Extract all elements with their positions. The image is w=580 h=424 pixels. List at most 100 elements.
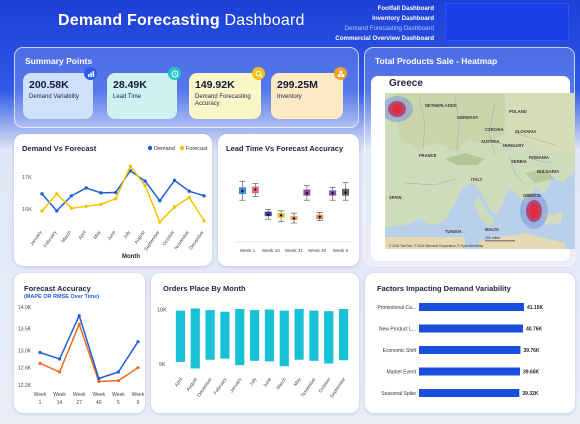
x-tick-label: August xyxy=(185,376,199,392)
bar xyxy=(294,309,304,360)
box-median xyxy=(331,192,334,195)
x-tick-label: December xyxy=(196,376,214,398)
box-median xyxy=(318,215,321,219)
box-median xyxy=(305,192,309,195)
bar-value-label: 39.60K xyxy=(523,370,540,376)
map-label: HUNGARY xyxy=(503,143,524,148)
series-line-forecast xyxy=(41,164,205,224)
y-tick-label: 12.6K xyxy=(18,366,32,372)
kpi-lead-time[interactable]: 28.49K Lead Time xyxy=(107,67,181,119)
bar xyxy=(338,309,349,361)
forecast-accuracy-subtitle: (MAPE OR RMSE Over Time) xyxy=(24,294,100,300)
title-light: Dashboard xyxy=(219,12,305,29)
box-median xyxy=(267,213,270,216)
bar-value-label: 39.32K xyxy=(522,391,539,397)
bar xyxy=(205,310,215,360)
bar xyxy=(220,311,230,359)
map-label: SPAIN xyxy=(389,195,402,200)
forecast-accuracy-chart[interactable]: 12.2K 12.6K 13.0K 13.5K 14.0K Week 1 Week 14 Week… xyxy=(14,273,145,413)
orders-by-month-title: Orders Place By Month xyxy=(163,284,246,293)
data-point xyxy=(38,350,42,355)
demand-vs-forecast-title: Demand Vs Forecast xyxy=(22,144,97,153)
bar xyxy=(324,311,334,364)
factors-bar-chart[interactable]: Promotional Ca... 41.15K New Product L... 4… xyxy=(365,273,575,413)
kpi-label: Demand Forecasting Accuracy xyxy=(195,94,251,107)
bar xyxy=(264,309,275,362)
bar xyxy=(419,324,524,333)
x-tick-label: Week xyxy=(132,392,145,398)
data-point xyxy=(202,219,206,223)
category-label: New Product L... xyxy=(379,327,416,333)
lead-time-card: Lead Time Vs Forecast Accuracy Week 1 Wee… xyxy=(218,134,359,266)
y-tick-label: 5K xyxy=(159,362,166,368)
data-point xyxy=(202,194,206,198)
lead-time-box-chart[interactable]: Week 1 Week 10 Week 31 Week 40 Week 5 xyxy=(218,134,359,266)
data-point xyxy=(187,189,191,193)
kpi-label: Inventory xyxy=(277,94,302,100)
x-tick-label: March xyxy=(61,229,74,244)
region-label: Greece xyxy=(389,78,423,89)
nav-demand-forecasting-dashboard[interactable]: Demand Forecasting Dashboard xyxy=(344,25,434,32)
data-point xyxy=(84,204,88,209)
map-label: POLAND xyxy=(509,109,527,114)
kpi-forecast-accuracy[interactable]: 149.92K Demand Forecasting Accuracy xyxy=(189,67,265,119)
map-label: AUSTRIA xyxy=(481,139,500,144)
title-bold: Demand Forecasting xyxy=(58,12,220,29)
legend-forecast-label: Forecast xyxy=(186,146,208,152)
x-tick-label: August xyxy=(133,229,147,245)
x-tick-label: May xyxy=(92,229,102,240)
kpi-inventory[interactable]: 299.25M Inventory xyxy=(271,67,347,119)
page-title: Demand Forecasting Dashboard xyxy=(58,12,305,30)
data-point xyxy=(158,220,162,224)
map-label: SLOVAKIA xyxy=(515,129,536,134)
map-label: BULGARIA xyxy=(537,169,559,174)
dashboard-nav: Footfall Dashboard Inventory Dashboard D… xyxy=(330,4,434,44)
x-tick-label: June xyxy=(262,376,273,388)
box-median xyxy=(241,189,244,193)
data-point xyxy=(58,357,62,361)
bar xyxy=(175,310,186,362)
nav-commercial-overview-dashboard[interactable]: Commercial Overview Dashboard xyxy=(335,35,434,42)
forecast-accuracy-title: Forecast Accuracy xyxy=(24,284,91,293)
factors-title: Factors Impacting Demand Variability xyxy=(377,284,511,293)
box-median xyxy=(344,191,347,194)
map-label: CZECHIA xyxy=(485,127,504,132)
nav-footfall-dashboard[interactable]: Footfall Dashboard xyxy=(377,5,434,12)
europe-map[interactable]: NETHERLANDS POLAND GERMANY CZECHIA SLOVA… xyxy=(385,93,575,249)
boxes-icon xyxy=(334,67,347,80)
x-tick-label: May xyxy=(293,376,303,387)
bar xyxy=(419,346,521,354)
x-tick-label: June xyxy=(106,229,117,241)
bar xyxy=(419,367,521,376)
orders-by-month-card: Orders Place By Month 10K 5K April August De… xyxy=(151,273,359,413)
legend-demand-label: Demand xyxy=(154,146,175,152)
bar xyxy=(249,310,260,361)
kpi-demand-variability[interactable]: 200.58K Demand Variability xyxy=(23,67,97,119)
bar xyxy=(419,303,524,311)
map-label: GREECE xyxy=(523,193,541,198)
data-point xyxy=(38,361,42,365)
data-point xyxy=(77,314,81,318)
data-point xyxy=(99,202,103,207)
x-tick-label: April xyxy=(77,230,87,241)
nav-inventory-dashboard[interactable]: Inventory Dashboard xyxy=(372,15,434,22)
chart-icon xyxy=(84,67,97,80)
bar xyxy=(279,310,289,367)
forecast-accuracy-card: Forecast Accuracy (MAPE OR RMSE Over Tim… xyxy=(14,273,145,413)
demand-vs-forecast-chart[interactable]: Demand Forecast 17K 16K January February M… xyxy=(14,134,212,266)
bar-value-label: 40.76K xyxy=(526,327,543,333)
y-tick-label: 12.2K xyxy=(18,383,32,389)
data-point xyxy=(136,340,140,344)
x-tick-label: November xyxy=(300,376,318,398)
data-point xyxy=(58,370,62,374)
summary-panel: Summary Points 200.58K Demand Variabilit… xyxy=(14,47,359,128)
x-tick-label: Week 5 xyxy=(333,248,349,253)
x-tick-label: Week xyxy=(53,392,66,398)
y-tick-label: 13.0K xyxy=(18,348,32,354)
data-point xyxy=(143,183,147,188)
y-tick-16k: 16K xyxy=(22,207,32,213)
x-tick-label: 14 xyxy=(57,400,63,406)
x-tick-label: Week 1 xyxy=(240,248,256,253)
x-tick-label: January xyxy=(229,376,244,394)
